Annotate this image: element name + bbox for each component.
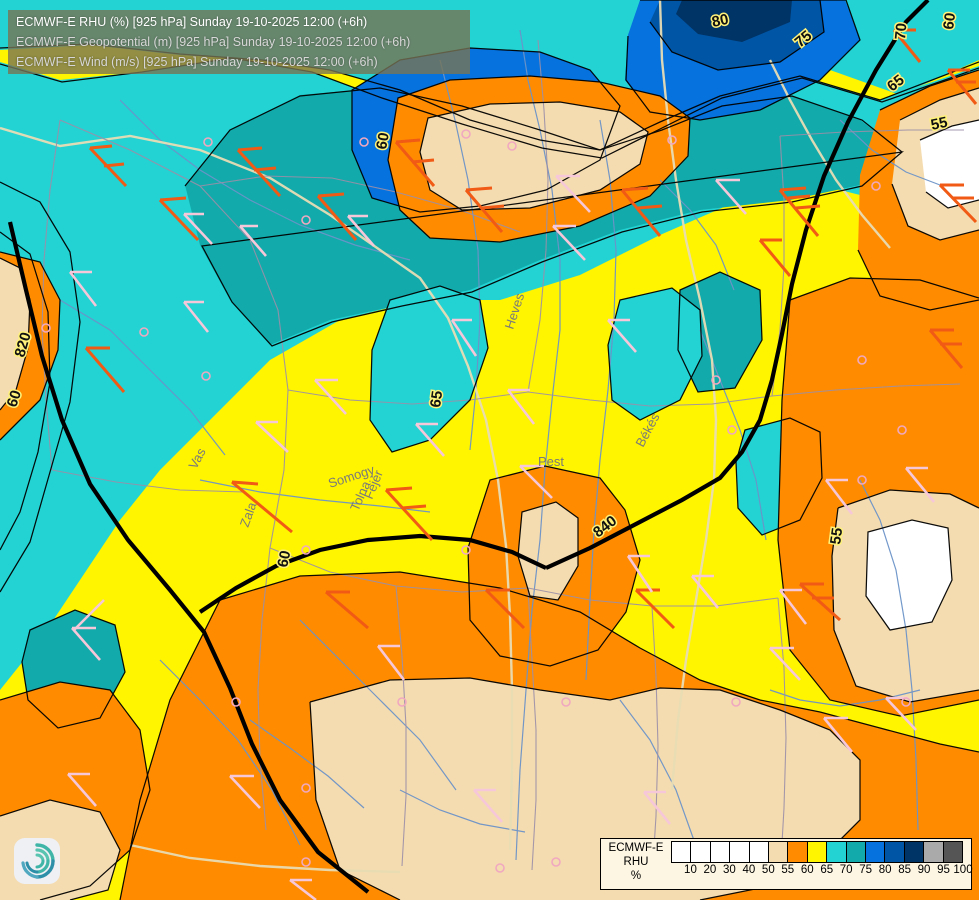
legend-tick-10: 10 [684, 864, 697, 876]
rhu-contour-label: 55 [827, 527, 846, 546]
legend-swatch-0[interactable] [672, 842, 692, 862]
legend-swatch-8[interactable] [827, 842, 847, 862]
legend-tick-95: 95 [937, 864, 950, 876]
legend-tick-labels: 10 20 30 40 50 55 60 65 70 75 80 85 90 95 100 [671, 864, 973, 882]
legend-swatch-5[interactable] [769, 842, 789, 862]
rhu-contour-label: 60 [940, 12, 959, 31]
legend-swatches[interactable] [671, 841, 963, 863]
legend-tick-100: 100 [953, 864, 973, 876]
rivers-blue [59, 29, 941, 861]
svg-text:55: 55 [929, 114, 949, 134]
legend-tick-60: 60 [800, 864, 814, 876]
svg-text:80: 80 [710, 11, 730, 31]
legend-tick-55: 55 [781, 864, 795, 876]
legend-swatch-3[interactable] [730, 842, 750, 862]
geopotential-contour-label: 820 [12, 330, 35, 359]
svg-text:60: 60 [373, 131, 393, 150]
legend-model: ECMWF-E [608, 842, 664, 854]
title-line-geopotential: ECMWF-E Geopotential (m) [925 hPa] Sunda… [16, 35, 411, 49]
legend-tick-80: 80 [878, 864, 892, 876]
legend-tick-75: 75 [859, 864, 873, 876]
legend-swatch-1[interactable] [691, 842, 711, 862]
legend-tick-30: 30 [722, 864, 736, 876]
rhu-contour-label: 80 [710, 11, 730, 31]
colorbar-legend[interactable]: ECMWF-E RHU % 10 20 30 40 50 55 60 65 70 75 80 85 90… [600, 838, 973, 890]
svg-text:60: 60 [940, 12, 959, 31]
svg-text:65: 65 [427, 390, 446, 409]
legend-swatch-12[interactable] [904, 842, 925, 862]
spiral-icon [21, 843, 55, 879]
legend-swatch-13[interactable] [924, 842, 944, 862]
rhu-contour-label: 70 [892, 22, 910, 40]
contour-labels: 6060656560606060808075756565707060605555… [2, 9, 961, 570]
legend-tick-70: 70 [839, 864, 853, 876]
legend-label-block: ECMWF-E RHU % [601, 839, 671, 883]
title-line-rhu: ECMWF-E RHU (%) [925 hPa] Sunday 19-10-2… [16, 15, 368, 29]
legend-swatch-9[interactable] [846, 842, 867, 862]
legend-swatch-4[interactable] [749, 842, 770, 862]
legend-swatch-11[interactable] [885, 842, 905, 862]
rhu-contour-label: 60 [4, 388, 25, 409]
wind-barbs-strong [84, 28, 978, 630]
county-boundaries [41, 39, 964, 881]
legend-variable: RHU [623, 856, 649, 868]
rhu-contour-label: 60 [274, 549, 294, 569]
legend-swatch-10[interactable] [866, 842, 886, 862]
legend-units: % [630, 870, 642, 882]
legend-tick-90: 90 [917, 864, 931, 876]
legend-tick-65: 65 [820, 864, 834, 876]
legend-tick-40: 40 [742, 864, 756, 876]
rhu-contour-label: 55 [929, 114, 949, 134]
title-overlay-box: ECMWF-E RHU (%) [925 hPa] Sunday 19-10-2… [8, 10, 470, 74]
rhu-contour-label: 65 [427, 390, 446, 409]
legend-scale: 10 20 30 40 50 55 60 65 70 75 80 85 90 95 100 [671, 839, 973, 882]
legend-swatch-14[interactable] [943, 842, 963, 862]
legend-tick-20: 20 [703, 864, 717, 876]
cyclone-spiral-logo[interactable] [14, 838, 60, 884]
legend-swatch-6[interactable] [788, 842, 808, 862]
svg-text:60: 60 [274, 549, 294, 569]
rhu-contour-label: 60 [373, 131, 393, 150]
svg-text:55: 55 [827, 527, 846, 546]
wind-barbs-light [67, 174, 936, 900]
legend-tick-85: 85 [898, 864, 911, 876]
title-line-wind: ECMWF-E Wind (m/s) [925 hPa] Sunday 19-1… [16, 55, 378, 69]
legend-swatch-2[interactable] [710, 842, 731, 862]
county-label: Pest [538, 454, 564, 469]
legend-tick-50: 50 [761, 864, 775, 876]
svg-text:70: 70 [892, 22, 910, 40]
legend-swatch-7[interactable] [807, 842, 828, 862]
rhu-contour-label: 65 [884, 71, 908, 95]
